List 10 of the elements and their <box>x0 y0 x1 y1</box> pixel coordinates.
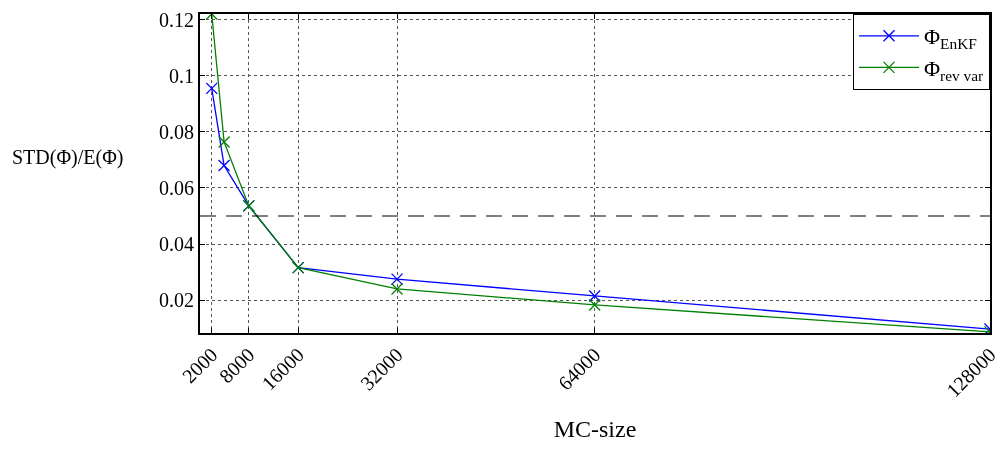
y-tick-label: 0.04 <box>159 233 194 256</box>
legend-label: Φ$_{rev var}$ <box>924 55 984 84</box>
legend-label: Φ$_{EnKF}$ <box>924 24 977 52</box>
y-tick-label: 0.12 <box>159 8 194 31</box>
y-tick-label: 0.08 <box>159 120 194 143</box>
y-tick-label: 0.02 <box>159 289 194 312</box>
y-tick-label: 0.1 <box>169 64 194 87</box>
y-tick-label: 0.06 <box>159 176 194 199</box>
x-axis-title: MC-size <box>553 416 637 443</box>
y-axis-title: STD(Φ)/E(Φ) <box>12 146 124 169</box>
